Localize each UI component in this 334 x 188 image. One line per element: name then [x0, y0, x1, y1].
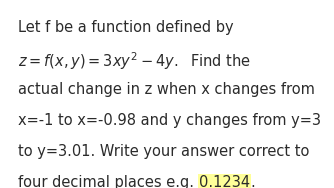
Text: $z = f(x, y) = 3xy^2 - 4y.$  Find the: $z = f(x, y) = 3xy^2 - 4y.$ Find the	[18, 51, 252, 72]
Text: four decimal places e.g.: four decimal places e.g.	[18, 175, 199, 188]
Text: to y=3.01. Write your answer correct to: to y=3.01. Write your answer correct to	[18, 144, 310, 159]
FancyBboxPatch shape	[198, 174, 251, 188]
Text: .: .	[250, 175, 255, 188]
Text: x=-1 to x=-0.98 and y changes from y=3: x=-1 to x=-0.98 and y changes from y=3	[18, 113, 321, 128]
Text: Let f be a function defined by: Let f be a function defined by	[18, 20, 234, 35]
Text: 0.1234: 0.1234	[199, 175, 250, 188]
Text: actual change in z when x changes from: actual change in z when x changes from	[18, 82, 315, 97]
